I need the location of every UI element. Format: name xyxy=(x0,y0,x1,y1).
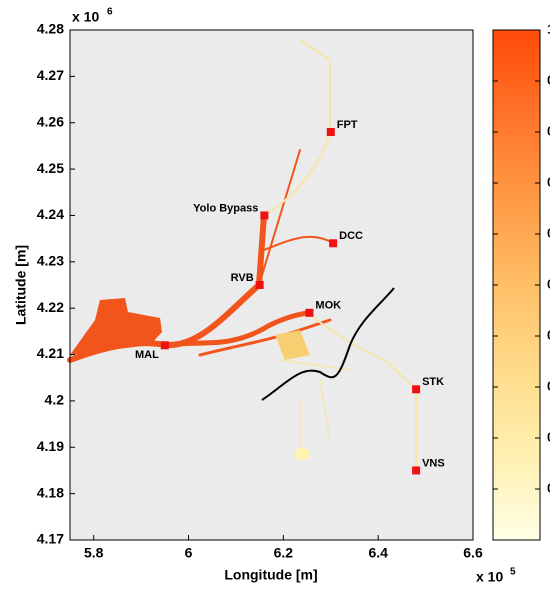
yolo-channel xyxy=(258,149,301,286)
x-multiplier: x 10 xyxy=(476,569,503,585)
station-label: DCC xyxy=(339,230,363,242)
delta-channel xyxy=(306,312,417,469)
colorbar-tick-label: 0.7 xyxy=(547,174,550,189)
pond xyxy=(294,448,310,460)
x-tick-label: 6.2 xyxy=(274,545,294,561)
y-tick-label: 4.17 xyxy=(37,531,64,547)
y-tick-label: 4.19 xyxy=(37,438,64,454)
y-label: Latitude [m] xyxy=(13,245,29,325)
x-tick-label: 6.4 xyxy=(368,545,388,561)
delta-island xyxy=(275,330,310,360)
x-tick-label: 5.8 xyxy=(84,545,104,561)
station-marker xyxy=(255,281,264,289)
river-network xyxy=(67,39,417,469)
colorbar-tick-label: 0.2 xyxy=(547,429,550,444)
y-tick-label: 4.26 xyxy=(37,113,64,129)
station-label: Yolo Bypass xyxy=(193,202,258,214)
colorbar-tick-label: 0.5 xyxy=(547,276,550,291)
colorbar-tick-label: 0.4 xyxy=(547,327,550,342)
y-tick-label: 4.24 xyxy=(37,206,64,222)
y-multiplier: x 10 xyxy=(72,9,99,25)
colorbar-tick-label: 0.9 xyxy=(547,72,550,87)
colorbar-tick-label: 0.3 xyxy=(547,378,550,393)
y-tick-label: 4.21 xyxy=(37,345,64,361)
y-tick-label: 4.22 xyxy=(37,299,64,315)
station-label: RVB xyxy=(231,272,254,284)
station-marker xyxy=(326,128,335,136)
station-marker xyxy=(305,308,314,317)
station-marker xyxy=(260,211,269,220)
colorbar-tick-label: 1 xyxy=(547,21,550,36)
x-tick-label: 6 xyxy=(185,545,193,561)
san-joaquin xyxy=(162,310,310,348)
station-marker xyxy=(160,341,169,350)
y-tick-label: 4.25 xyxy=(37,160,64,176)
colorbar xyxy=(492,29,541,541)
station-label: MOK xyxy=(315,300,341,312)
plot-area xyxy=(70,30,473,540)
station-label: MAL xyxy=(135,349,159,361)
colorbar-tick-label: 0.1 xyxy=(547,480,550,495)
y-tick-label: 4.28 xyxy=(37,21,64,37)
plot-frame xyxy=(69,29,474,541)
y-tick-label: 4.18 xyxy=(37,484,64,500)
x-exponent: 5 xyxy=(510,567,516,578)
station-marker xyxy=(412,385,421,394)
station-marker xyxy=(412,466,421,475)
minor-channel xyxy=(279,359,351,451)
y-tick-label: 4.2 xyxy=(45,392,65,408)
x-tick-label: 6.6 xyxy=(463,545,483,561)
x-label: Longitude [m] xyxy=(224,567,317,583)
station-label: FPT xyxy=(337,119,358,131)
dcc-channel xyxy=(263,235,334,251)
boundary-line xyxy=(261,287,395,401)
colorbar-tick-label: 0.6 xyxy=(547,225,550,240)
station-label: STK xyxy=(422,376,444,388)
y-tick-label: 4.23 xyxy=(37,253,64,269)
station-label: VNS xyxy=(422,457,445,469)
colorbar-tick-label: 0.8 xyxy=(547,123,550,138)
y-exponent: 6 xyxy=(107,7,113,18)
y-tick-label: 4.27 xyxy=(37,67,64,83)
station-marker xyxy=(329,239,338,248)
